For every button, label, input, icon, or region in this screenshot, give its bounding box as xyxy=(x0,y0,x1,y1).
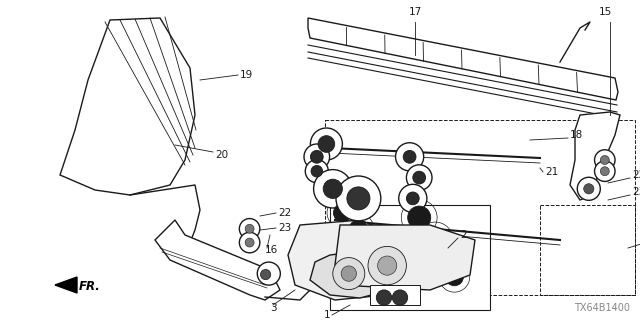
Circle shape xyxy=(424,228,447,252)
Circle shape xyxy=(333,204,351,222)
Circle shape xyxy=(368,246,406,285)
Circle shape xyxy=(362,237,380,255)
Polygon shape xyxy=(330,205,490,310)
Circle shape xyxy=(260,269,271,280)
Polygon shape xyxy=(155,220,280,300)
Circle shape xyxy=(311,165,323,177)
Circle shape xyxy=(305,160,328,183)
Text: 23: 23 xyxy=(632,187,640,197)
Circle shape xyxy=(406,192,419,205)
Circle shape xyxy=(577,177,600,200)
Circle shape xyxy=(336,176,381,221)
Text: 22: 22 xyxy=(632,170,640,180)
Polygon shape xyxy=(335,225,475,290)
Circle shape xyxy=(378,256,397,275)
Circle shape xyxy=(239,232,260,253)
Text: 22: 22 xyxy=(278,208,291,218)
Circle shape xyxy=(584,184,594,194)
Circle shape xyxy=(403,150,416,163)
Circle shape xyxy=(347,187,370,210)
Circle shape xyxy=(408,206,431,229)
Circle shape xyxy=(392,290,408,305)
Text: 20: 20 xyxy=(215,150,228,160)
Circle shape xyxy=(595,150,615,170)
Circle shape xyxy=(376,290,392,305)
Circle shape xyxy=(399,184,427,212)
Circle shape xyxy=(257,262,280,285)
Circle shape xyxy=(349,220,367,238)
Circle shape xyxy=(375,253,393,271)
Circle shape xyxy=(595,161,615,181)
Circle shape xyxy=(413,171,426,184)
Polygon shape xyxy=(288,220,400,300)
Text: 2: 2 xyxy=(460,230,467,240)
Circle shape xyxy=(600,167,609,176)
Text: 3: 3 xyxy=(270,303,276,313)
Polygon shape xyxy=(310,250,395,298)
Circle shape xyxy=(314,170,352,208)
Circle shape xyxy=(333,258,365,290)
Circle shape xyxy=(600,156,609,164)
Circle shape xyxy=(433,251,456,274)
Circle shape xyxy=(318,136,335,152)
Text: 19: 19 xyxy=(240,70,253,80)
Text: 21: 21 xyxy=(545,167,558,177)
Polygon shape xyxy=(55,277,77,293)
Text: 18: 18 xyxy=(570,130,583,140)
Text: FR.: FR. xyxy=(79,279,100,292)
Text: 16: 16 xyxy=(265,245,278,255)
Text: 1: 1 xyxy=(323,310,330,320)
Circle shape xyxy=(341,266,356,281)
Text: TX64B1400: TX64B1400 xyxy=(574,303,630,313)
Text: 17: 17 xyxy=(408,7,422,17)
Polygon shape xyxy=(60,18,195,195)
Text: 15: 15 xyxy=(598,7,612,17)
Circle shape xyxy=(304,144,330,170)
Circle shape xyxy=(310,128,342,160)
Polygon shape xyxy=(370,285,420,305)
Circle shape xyxy=(245,224,254,233)
Circle shape xyxy=(396,143,424,171)
Circle shape xyxy=(406,165,432,190)
Circle shape xyxy=(445,268,463,286)
Circle shape xyxy=(310,150,323,163)
Circle shape xyxy=(239,219,260,239)
Circle shape xyxy=(245,238,254,247)
Text: 23: 23 xyxy=(278,223,291,233)
Polygon shape xyxy=(570,112,620,200)
Circle shape xyxy=(323,179,342,198)
Polygon shape xyxy=(308,18,618,100)
